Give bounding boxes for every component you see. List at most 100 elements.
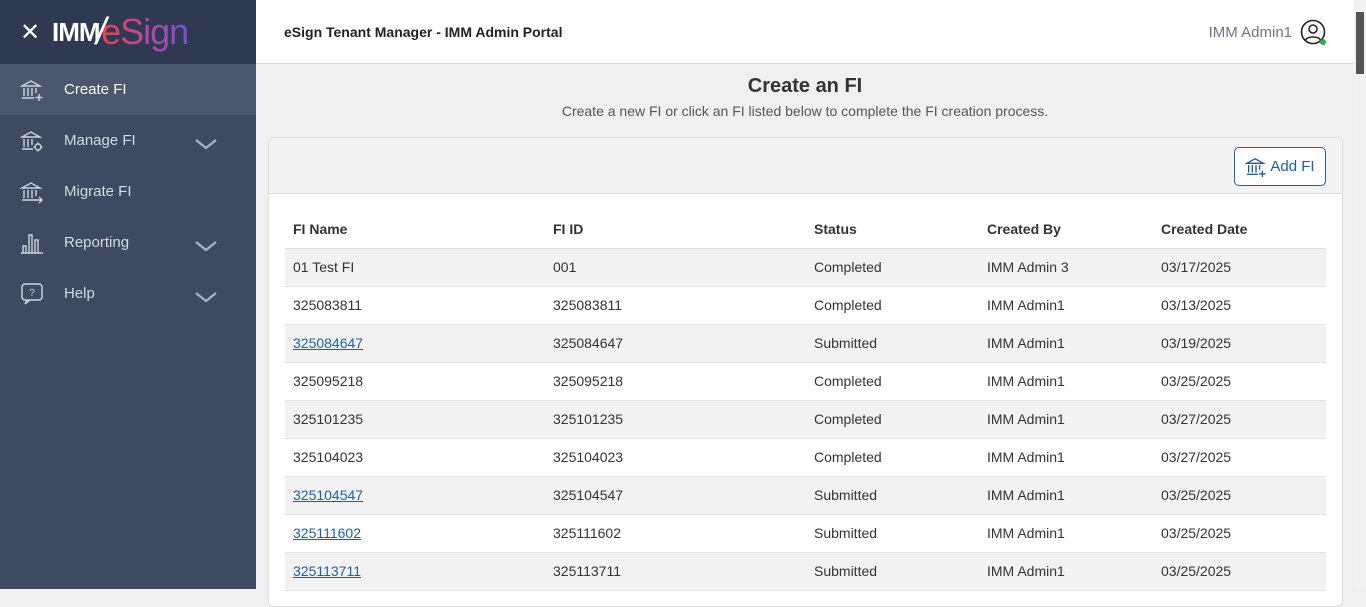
created-by-cell: IMM Admin1 [979,324,1153,363]
logo: IMM / eSign [52,10,189,53]
fi-name-link[interactable]: 325111602 [293,525,361,541]
sidebar: ✕ IMM / eSign Create FI Manage FI Migrate FI… [0,0,256,589]
fi-name-cell: 325101235 [285,400,545,439]
logo-esign: eSign [101,11,189,52]
fi-name-cell: 01 Test FI [285,248,545,287]
fi-name-link[interactable]: 325104547 [293,487,364,503]
sidebar-item-reporting[interactable]: Reporting [0,217,256,268]
page-title: Create an FI [747,75,863,97]
fi-id-cell: 325101235 [545,400,806,439]
fi-name-cell: 325084647 [285,324,545,363]
bank-plus-icon [1245,157,1267,177]
created-date-cell: 03/25/2025 [1153,362,1326,401]
status-cell: Completed [806,438,979,477]
scrollbar-thumb[interactable] [1356,12,1364,74]
chevron-down-icon[interactable] [194,285,218,309]
fi-name-cell: 325104547 [285,476,545,515]
table-row[interactable]: 325111602 325111602 Submitted IMM Admin1 03/… [285,514,1326,553]
fi-id-cell: 325111602 [545,514,806,553]
status-cell: Completed [806,400,979,439]
fi-name-cell: 325104023 [285,438,545,477]
logo-imm: IMM [52,16,101,47]
fi-name-cell: 325111602 [285,514,545,553]
table-header-row: FI Name FI ID Status Created By Created Date [285,210,1326,249]
add-fi-button[interactable]: Add FI [1234,147,1326,186]
status-cell: Completed [806,286,979,325]
sidebar-item-help[interactable]: ? Help [0,268,256,319]
table-row[interactable]: 325104023 325104023 Completed IMM Admin1 03/… [285,438,1326,477]
page-subtitle: Create a new FI or click an FI listed be… [561,103,1049,119]
column-header[interactable]: FI Name [285,210,545,249]
logo-bar: ✕ IMM / eSign [0,0,256,64]
created-date-cell: 03/19/2025 [1153,324,1326,363]
status-cell: Submitted [806,514,979,553]
fi-id-cell: 325104547 [545,476,806,515]
fi-id-cell: 325083811 [545,286,806,325]
svg-text:?: ? [29,288,35,299]
table-row[interactable]: 325095218 325095218 Completed IMM Admin1 03/… [285,362,1326,401]
fi-id-cell: 325095218 [545,362,806,401]
column-header[interactable]: Created Date [1153,210,1326,249]
created-by-cell: IMM Admin1 [979,476,1153,515]
created-date-cell: 03/25/2025 [1153,476,1326,515]
created-by-cell: IMM Admin1 [979,514,1153,553]
top-header: eSign Tenant Manager - IMM Admin Portal … [256,0,1354,64]
created-date-cell: 03/25/2025 [1153,514,1326,553]
fi-id-cell: 325104023 [545,438,806,477]
app-title: eSign Tenant Manager - IMM Admin Portal [284,24,563,40]
sidebar-item-label: Help [64,285,95,302]
created-date-cell: 03/27/2025 [1153,438,1326,477]
table-row[interactable]: 325113711 325113711 Submitted IMM Admin1 03/… [285,552,1326,591]
column-header[interactable]: Created By [979,210,1153,249]
created-date-cell: 03/25/2025 [1153,552,1326,591]
close-icon[interactable]: ✕ [20,18,41,46]
fi-name-cell: 325113711 [285,552,545,591]
fi-table: FI Name FI ID Status Created By Created Date… [285,210,1326,591]
bank-plus-icon [20,79,43,101]
sidebar-item-migrate-fi[interactable]: Migrate FI [0,166,256,217]
created-by-cell: IMM Admin 3 [979,248,1153,287]
sidebar-item-manage-fi[interactable]: Manage FI [0,115,256,166]
created-date-cell: 03/13/2025 [1153,286,1326,325]
fi-name-link[interactable]: 325113711 [293,563,361,579]
chevron-down-icon[interactable] [194,234,218,258]
status-cell: Submitted [806,476,979,515]
status-cell: Completed [806,248,979,287]
table-row[interactable]: 325083811 325083811 Completed IMM Admin1 03/… [285,286,1326,325]
created-by-cell: IMM Admin1 [979,362,1153,401]
fi-name-cell: 325095218 [285,362,545,401]
status-cell: Submitted [806,552,979,591]
user-menu[interactable]: IMM Admin1 [1209,19,1326,45]
fi-list-card: Add FI FI Name FI ID Status Created By Creat… [268,137,1343,607]
column-header[interactable]: FI ID [545,210,806,249]
fi-id-cell: 325113711 [545,552,806,591]
created-by-cell: IMM Admin1 [979,438,1153,477]
status-cell: Completed [806,362,979,401]
sidebar-item-label: Migrate FI [64,183,132,200]
sidebar-item-create-fi[interactable]: Create FI [0,64,256,115]
fi-id-cell: 001 [545,248,806,287]
bank-arrow-icon [20,181,43,203]
help-bubble-icon: ? [21,282,43,305]
user-avatar-icon[interactable] [1300,19,1326,45]
created-by-cell: IMM Admin1 [979,400,1153,439]
add-fi-label: Add FI [1270,158,1315,175]
scrollbar[interactable] [1354,0,1366,589]
table-row[interactable]: 325101235 325101235 Completed IMM Admin1 03/… [285,400,1326,439]
table-row[interactable]: 325084647 325084647 Submitted IMM Admin1 03/… [285,324,1326,363]
sidebar-item-label: Reporting [64,234,130,251]
column-header[interactable]: Status [806,210,979,249]
user-name: IMM Admin1 [1208,23,1292,41]
status-cell: Submitted [806,324,979,363]
chevron-down-icon[interactable] [194,132,218,156]
created-by-cell: IMM Admin1 [979,552,1153,591]
bank-gear-icon [20,130,43,151]
created-by-cell: IMM Admin1 [979,286,1153,325]
card-toolbar: Add FI [269,138,1342,194]
fi-id-cell: 325084647 [545,324,806,363]
created-date-cell: 03/27/2025 [1153,400,1326,439]
created-date-cell: 03/17/2025 [1153,248,1326,287]
table-row[interactable]: 325104547 325104547 Submitted IMM Admin1 03/… [285,476,1326,515]
table-row[interactable]: 01 Test FI 001 Completed IMM Admin 3 03/17/2… [285,248,1326,287]
fi-name-link[interactable]: 325084647 [293,335,364,351]
